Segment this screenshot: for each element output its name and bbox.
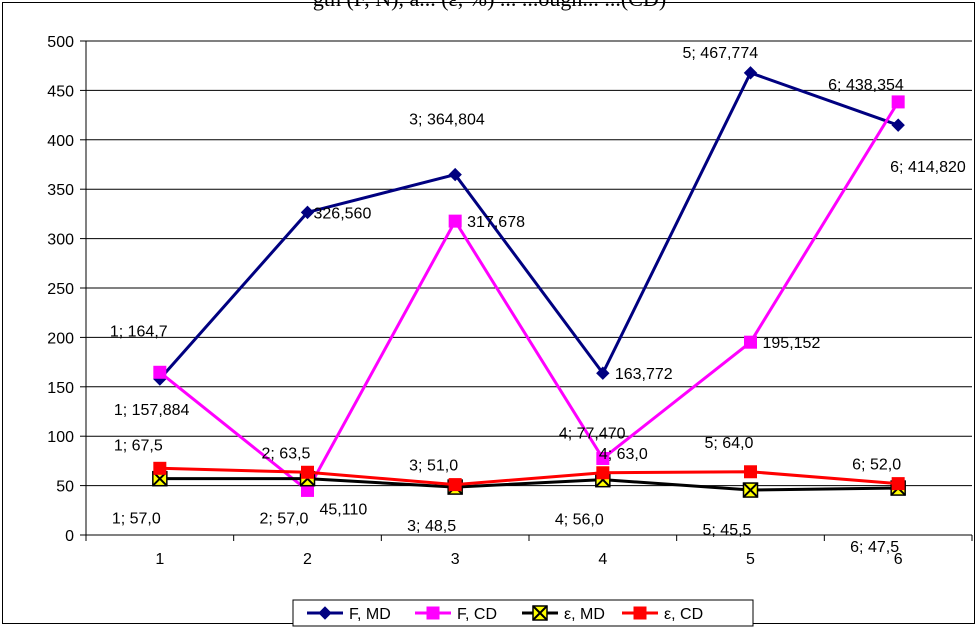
y-tick-label: 50 xyxy=(56,479,74,496)
data-label: 45,110 xyxy=(320,501,368,518)
y-tick-label: 0 xyxy=(65,528,74,545)
marker-square xyxy=(448,478,462,492)
y-tick-label: 450 xyxy=(47,83,74,100)
y-tick-label: 150 xyxy=(47,380,74,397)
data-label: 1; 57,0 xyxy=(112,511,161,528)
legend-label: ε, MD xyxy=(564,606,605,623)
data-label: 326,560 xyxy=(314,205,372,222)
x-tick-label: 6 xyxy=(894,551,903,568)
data-label: 3; 51,0 xyxy=(409,458,458,475)
marker-square xyxy=(596,451,610,465)
y-tick-label: 250 xyxy=(47,281,74,298)
x-tick-label: 4 xyxy=(598,551,607,568)
marker-square xyxy=(301,465,314,479)
data-label: 3; 364,804 xyxy=(409,112,485,129)
y-tick-label: 200 xyxy=(47,330,74,347)
data-label: 1; 164,7 xyxy=(110,323,168,340)
legend-item-1: F, CD xyxy=(415,606,497,623)
x-tick-label: 1 xyxy=(155,551,164,568)
data-label: 5; 64,0 xyxy=(705,435,754,452)
legend-label: F, MD xyxy=(349,606,391,623)
data-label: 5; 467,774 xyxy=(683,45,759,62)
x-tick-label: 3 xyxy=(451,551,460,568)
legend-item-2: ε, MD xyxy=(522,605,605,623)
data-label: 6; 414,820 xyxy=(890,159,966,176)
y-tick-label: 100 xyxy=(47,429,74,446)
series-3 xyxy=(153,461,905,492)
marker-square xyxy=(744,465,757,479)
data-label: 4; 77,470 xyxy=(559,425,626,442)
marker-square xyxy=(153,365,167,379)
axes: 0 50 100 150 200 250 300 350 400 450 500 1 2 3 4 5 6 xyxy=(47,34,973,568)
marker-x xyxy=(742,482,759,498)
data-label: 195,152 xyxy=(763,335,821,352)
series-layer xyxy=(152,66,906,498)
x-tick-label: 5 xyxy=(746,551,755,568)
page-title: gth (F, N), a... (ε, %) ... ...ough... .… xyxy=(0,0,979,12)
series-line xyxy=(158,101,900,493)
marker-square xyxy=(744,335,757,349)
data-label: 2; 57,0 xyxy=(260,511,309,528)
data-labels: 1; 157,884 326,560 3; 364,804 163,772 5; 467… xyxy=(110,45,966,556)
series-line xyxy=(159,466,899,487)
data-label: 6; 52,0 xyxy=(852,457,901,474)
marker-diamond xyxy=(596,366,610,380)
data-label: 1; 157,884 xyxy=(114,402,190,419)
y-tick-label: 350 xyxy=(47,182,74,199)
data-label: 6; 438,354 xyxy=(828,77,904,94)
legend: F, MD F, CD ε, MD ε, CD xyxy=(292,599,754,627)
y-tick-label: 400 xyxy=(47,133,74,150)
series-line xyxy=(159,477,899,492)
marker-square xyxy=(891,477,905,491)
marker-square xyxy=(153,461,167,475)
y-tick-label: 500 xyxy=(47,34,74,51)
legend-label: ε, CD xyxy=(664,606,703,623)
marker-diamond xyxy=(318,606,332,620)
legend-item-3: ε, CD xyxy=(622,606,703,623)
series-line xyxy=(158,70,899,381)
data-label: 4; 63,0 xyxy=(599,446,648,463)
marker-diamond xyxy=(743,66,758,80)
marker-square xyxy=(633,606,647,620)
legend-item-0: F, MD xyxy=(307,606,391,623)
marker-diamond xyxy=(448,167,462,182)
data-label: 2; 63,5 xyxy=(262,445,311,462)
x-tick-label: 2 xyxy=(303,551,312,568)
data-label: 4; 56,0 xyxy=(555,512,604,529)
legend-label: F, CD xyxy=(457,606,497,623)
marker-x xyxy=(532,605,548,621)
data-label: 5; 45,5 xyxy=(703,522,752,539)
marker-square xyxy=(426,606,440,620)
marker-diamond xyxy=(300,205,315,220)
data-label: 3; 48,5 xyxy=(407,518,456,535)
marker-square xyxy=(596,466,610,480)
data-label: 6; 47,5 xyxy=(850,539,899,556)
y-tick-label: 300 xyxy=(47,232,74,249)
marker-diamond xyxy=(891,118,905,132)
marker-square xyxy=(891,95,905,109)
marker-square xyxy=(448,214,462,228)
data-label: 1; 67,5 xyxy=(114,437,163,454)
data-label: 163,772 xyxy=(615,366,673,383)
data-label: 317,678 xyxy=(467,214,525,231)
